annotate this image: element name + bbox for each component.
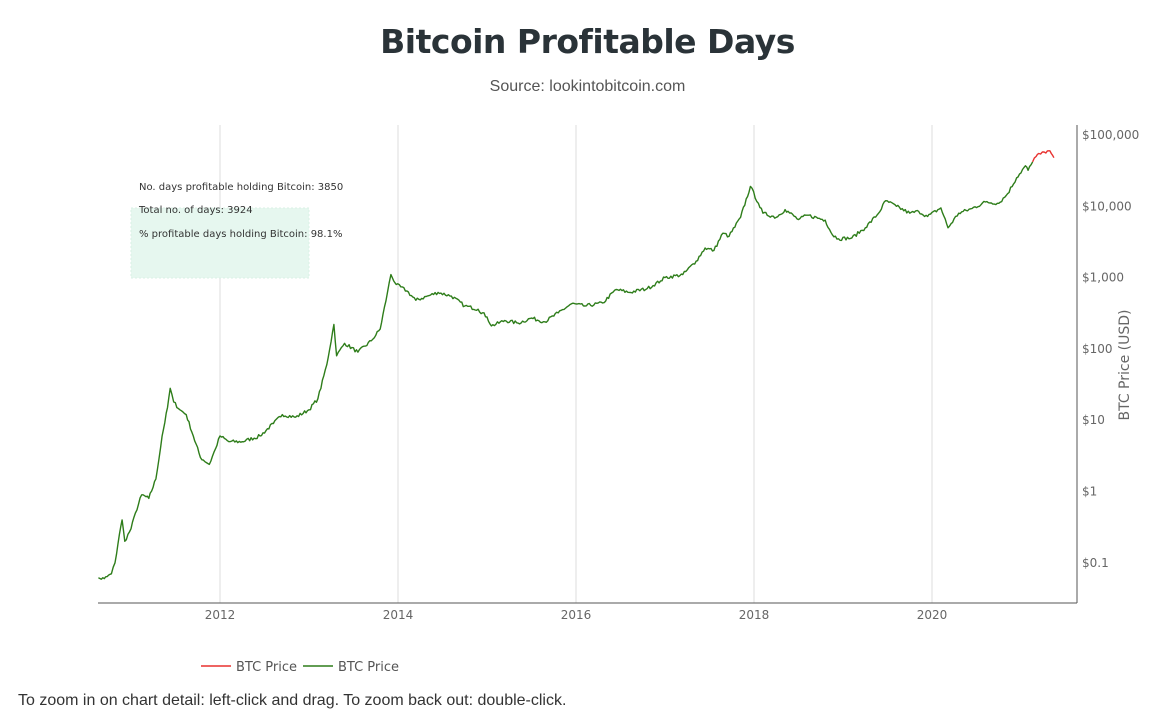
series-line-green: [98, 161, 1034, 580]
annotation-total-days: Total no. of days: 3924: [138, 205, 253, 216]
y-tick-label: $10: [1082, 413, 1105, 427]
annotation-box: [130, 207, 310, 279]
gridlines: [219, 125, 933, 603]
legend-label-green[interactable]: BTC Price: [338, 660, 399, 675]
y-tick-label: $100: [1082, 342, 1113, 356]
x-tick-label: 2012: [205, 608, 236, 622]
x-tick-label: 2020: [917, 608, 948, 622]
annotation-profitable-days: No. days profitable holding Bitcoin: 385…: [139, 182, 343, 193]
zoom-instructions: To zoom in on chart detail: left-click a…: [18, 692, 567, 709]
y-axis-label: BTC Price (USD): [1117, 309, 1133, 420]
y-tick-label: $0.1: [1082, 556, 1109, 570]
y-tick-label: $100,000: [1082, 128, 1139, 142]
y-ticks: $0.1 $1 $10 $100 $1,000 $10,000 $100,000: [1082, 128, 1139, 570]
chart-subtitle: Source: lookintobitcoin.com: [489, 78, 686, 95]
chart-title: Bitcoin Profitable Days: [380, 22, 795, 61]
legend-label-red[interactable]: BTC Price: [236, 660, 297, 675]
x-ticks: 2012 2014 2016 2018 2020: [205, 608, 948, 622]
series-lines: [98, 150, 1055, 580]
y-tick-label: $10,000: [1082, 199, 1132, 213]
annotation-pct-profitable: % profitable days holding Bitcoin: 98.1%: [139, 229, 342, 240]
x-tick-label: 2014: [383, 608, 414, 622]
legend[interactable]: BTC Price BTC Price: [201, 660, 399, 675]
series-line-red: [1031, 150, 1055, 163]
y-tick-label: $1: [1082, 485, 1097, 499]
x-tick-label: 2018: [739, 608, 770, 622]
x-tick-label: 2016: [561, 608, 592, 622]
y-tick-label: $1,000: [1082, 271, 1124, 285]
